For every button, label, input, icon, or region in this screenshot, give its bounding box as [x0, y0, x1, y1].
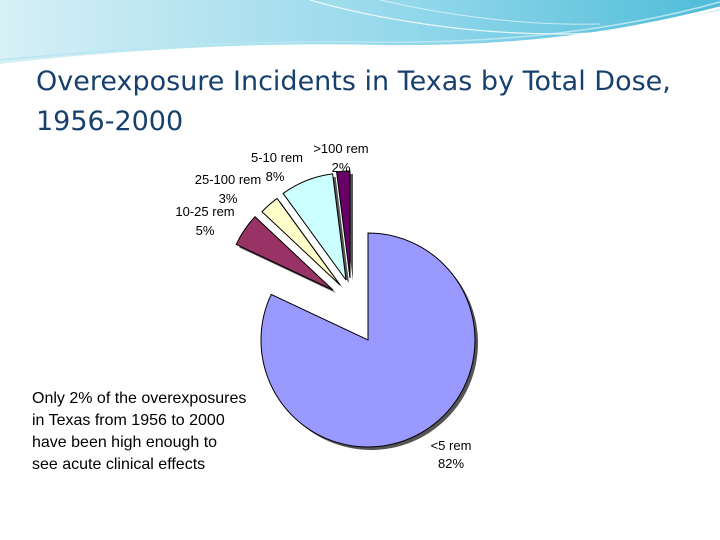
slice-percent-100-rem: 2% — [332, 160, 351, 175]
slice-label-100-rem: >100 rem — [313, 141, 368, 156]
slice-percent-5-rem: 82% — [438, 456, 464, 471]
pie-slice-100-rem — [336, 170, 351, 279]
slide-title: Overexposure Incidents in Texas by Total… — [36, 66, 671, 137]
header-banner — [0, 0, 720, 68]
slice-label-25-100-rem: 25-100 rem — [195, 172, 261, 187]
pie-slice-5-rem — [260, 232, 476, 448]
slice-percent-5-10-rem: 8% — [266, 169, 285, 184]
slice-percent-10-25-rem: 5% — [196, 223, 215, 238]
pie-slice-5-10-rem — [282, 173, 347, 281]
slice-percent-25-100-rem: 3% — [219, 191, 238, 206]
slice-label-10-25-rem: 10-25 rem — [175, 204, 234, 219]
slice-label-5-rem: <5 rem — [431, 438, 472, 453]
pie-slice-10-25-rem — [235, 216, 334, 291]
pie-slice-25-100-rem — [261, 197, 341, 286]
slice-label-5-10-rem: 5-10 rem — [251, 150, 303, 165]
slide-body-text: Only 2% of the overexposures in Texas fr… — [32, 390, 247, 473]
